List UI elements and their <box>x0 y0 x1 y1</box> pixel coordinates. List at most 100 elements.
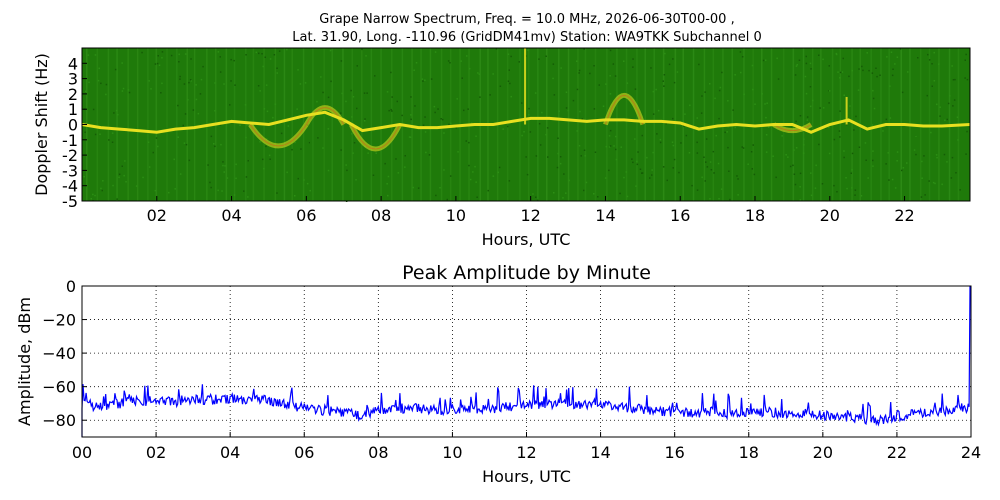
noise-speck <box>572 99 575 102</box>
noise-speck <box>795 65 798 67</box>
noise-speck <box>952 79 955 81</box>
noise-speck <box>896 160 898 162</box>
noise-speck <box>666 179 668 182</box>
noise-speck <box>179 75 181 78</box>
noise-band <box>440 48 443 201</box>
spectrogram-x-tick-label: 10 <box>446 206 466 225</box>
noise-speck <box>717 162 720 165</box>
noise-speck <box>851 187 853 189</box>
noise-speck <box>100 187 102 190</box>
amplitude-x-tick-label: 04 <box>220 443 240 462</box>
noise-speck <box>798 59 801 61</box>
noise-speck <box>956 116 959 118</box>
noise-speck <box>457 151 459 153</box>
noise-speck <box>728 170 730 172</box>
spectrogram-y-tick-label: -1 <box>62 131 78 150</box>
noise-speck <box>424 131 427 133</box>
noise-speck <box>428 154 431 156</box>
noise-speck <box>685 134 688 137</box>
noise-speck <box>891 178 894 181</box>
noise-speck <box>184 53 187 55</box>
noise-speck <box>350 89 352 92</box>
noise-speck <box>641 172 643 174</box>
noise-speck <box>637 151 639 153</box>
noise-speck <box>794 183 797 186</box>
noise-speck <box>155 137 158 139</box>
noise-speck <box>705 161 707 163</box>
noise-speck <box>855 115 857 118</box>
noise-speck <box>257 85 260 87</box>
noise-speck <box>559 162 562 165</box>
noise-speck <box>363 92 366 94</box>
noise-speck <box>656 133 658 135</box>
noise-speck <box>94 194 96 197</box>
noise-speck <box>105 83 108 86</box>
noise-speck <box>507 80 510 82</box>
noise-speck <box>261 53 263 55</box>
noise-speck <box>724 131 726 134</box>
noise-speck <box>262 65 264 68</box>
noise-speck <box>255 51 258 54</box>
noise-speck <box>276 192 278 194</box>
noise-speck <box>684 113 686 115</box>
amplitude-x-tick-label: 22 <box>887 443 907 462</box>
noise-speck <box>265 145 267 148</box>
noise-speck <box>764 59 767 61</box>
noise-speck <box>888 179 890 181</box>
noise-speck <box>915 153 917 156</box>
noise-speck <box>508 69 510 71</box>
noise-speck <box>634 88 637 90</box>
noise-speck <box>352 96 355 98</box>
noise-speck <box>410 114 412 116</box>
noise-speck <box>390 71 392 74</box>
noise-speck <box>953 99 956 101</box>
noise-speck <box>827 126 830 129</box>
noise-speck <box>862 69 864 72</box>
noise-speck <box>509 82 511 85</box>
noise-speck <box>265 84 268 86</box>
noise-speck <box>612 63 615 65</box>
amplitude-y-tick-label: −20 <box>42 311 76 330</box>
noise-speck <box>183 83 186 85</box>
noise-speck <box>665 122 667 125</box>
noise-speck <box>809 86 812 88</box>
noise-speck <box>943 153 946 156</box>
noise-speck <box>384 162 386 165</box>
noise-band <box>155 48 158 201</box>
noise-speck <box>546 127 549 129</box>
noise-speck <box>415 62 418 64</box>
noise-speck <box>276 72 278 74</box>
noise-band <box>323 48 325 201</box>
noise-speck <box>108 139 110 141</box>
noise-speck <box>397 172 400 174</box>
noise-speck <box>317 137 319 139</box>
noise-speck <box>636 160 638 163</box>
noise-speck <box>583 149 586 151</box>
noise-speck <box>467 108 469 110</box>
noise-speck <box>367 152 369 154</box>
noise-speck <box>374 75 376 77</box>
noise-speck <box>671 141 674 143</box>
noise-speck <box>926 94 928 97</box>
noise-speck <box>390 108 392 111</box>
noise-speck <box>848 75 850 78</box>
noise-speck <box>761 93 763 95</box>
noise-band <box>527 48 530 201</box>
noise-speck <box>837 71 839 73</box>
noise-speck <box>529 131 532 133</box>
noise-speck <box>497 171 499 174</box>
noise-speck <box>316 100 318 103</box>
noise-speck <box>303 179 305 181</box>
noise-speck <box>906 162 908 164</box>
noise-speck <box>619 192 621 195</box>
noise-speck <box>425 151 427 154</box>
noise-speck <box>964 59 966 61</box>
noise-speck <box>456 98 458 100</box>
doppler-dip-core <box>350 124 401 150</box>
noise-speck <box>465 140 467 142</box>
noise-speck <box>854 189 857 191</box>
noise-speck <box>414 105 416 107</box>
noise-speck <box>714 97 716 100</box>
noise-band <box>653 48 655 201</box>
noise-speck <box>565 192 567 194</box>
